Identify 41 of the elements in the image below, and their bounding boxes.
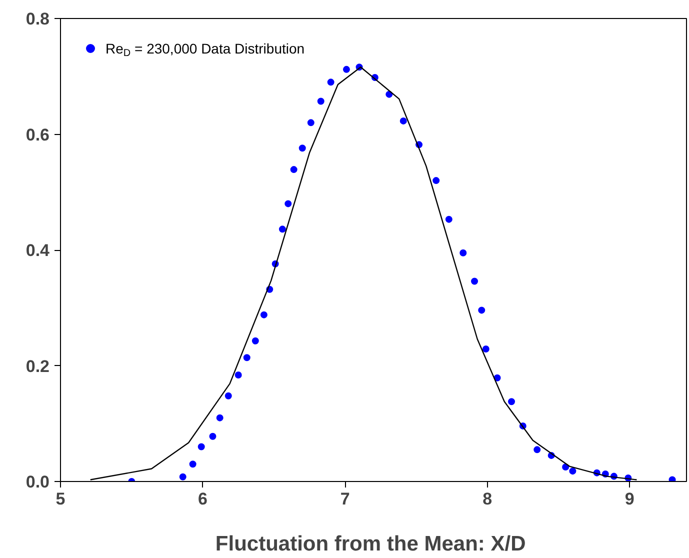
point	[224, 392, 232, 400]
point	[534, 446, 541, 454]
point	[562, 464, 570, 471]
point	[432, 177, 440, 184]
x-axis-title: Fluctuation from the Mean: X/D	[215, 532, 526, 556]
point	[478, 306, 486, 314]
x-tick-label: 8	[482, 490, 492, 508]
point	[209, 432, 216, 440]
point	[508, 398, 516, 406]
point	[298, 144, 306, 152]
point	[471, 278, 478, 285]
x-tick-label: 5	[56, 490, 66, 508]
point	[179, 473, 186, 480]
point	[445, 216, 452, 223]
point	[252, 337, 259, 344]
point	[216, 414, 224, 422]
x-tick-label: 9	[624, 490, 634, 508]
y-tick-label: 0.4	[26, 241, 50, 260]
point	[668, 476, 676, 482]
point	[342, 66, 350, 73]
point	[482, 345, 490, 352]
point	[260, 311, 268, 318]
point	[234, 372, 242, 379]
point	[307, 119, 314, 126]
point	[189, 460, 196, 468]
point	[278, 226, 286, 233]
y-tick-label: 0.6	[26, 125, 50, 144]
x-tick-label: 6	[198, 490, 208, 508]
point	[460, 249, 467, 256]
point	[327, 78, 334, 86]
point	[198, 443, 205, 450]
point	[400, 117, 407, 124]
point	[284, 200, 292, 208]
point	[569, 468, 576, 475]
y-tick-label: 0.8	[26, 10, 50, 28]
y-tick-label: 0.2	[26, 356, 50, 376]
point	[243, 354, 250, 362]
y-tick-label: 0.0	[26, 472, 50, 492]
x-tick-label: 7	[340, 490, 350, 508]
point	[290, 166, 298, 174]
point	[317, 98, 324, 105]
